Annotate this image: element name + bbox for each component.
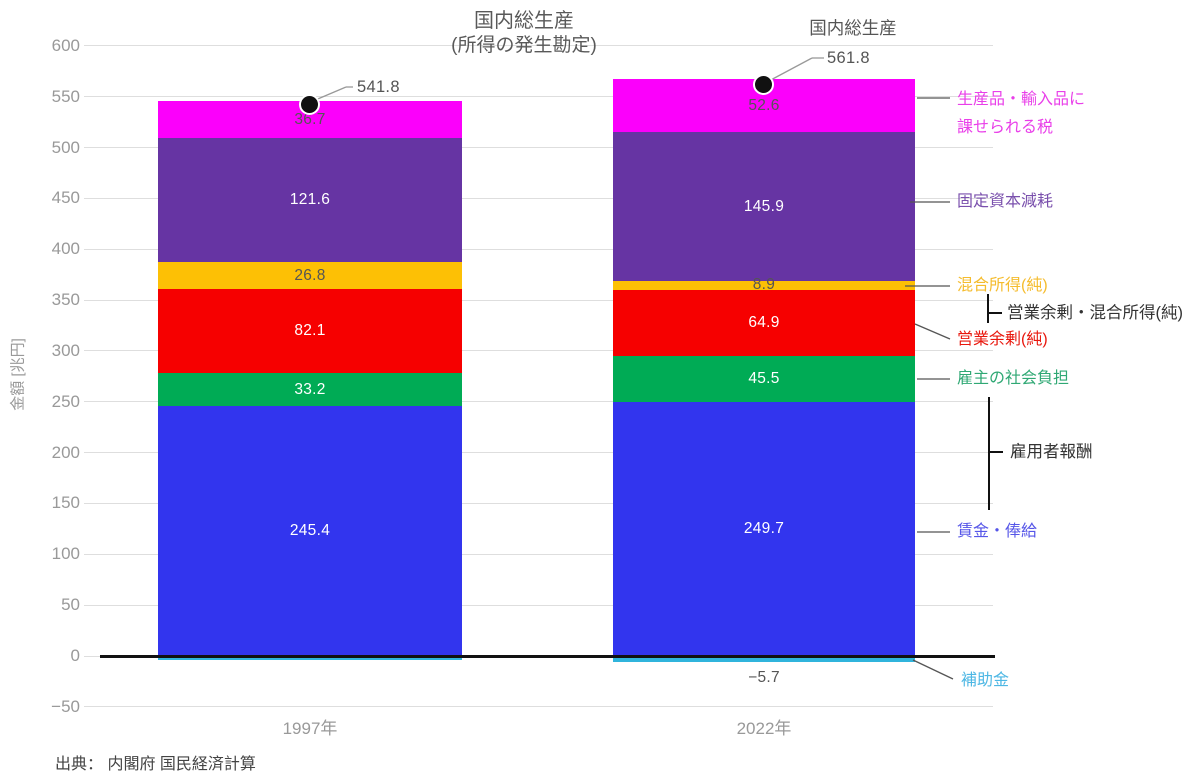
gridline bbox=[84, 299, 993, 301]
y-tick-label: 550 bbox=[51, 86, 80, 106]
gridline bbox=[84, 452, 993, 454]
segment-cfc-2022年 bbox=[613, 132, 915, 281]
value-label-subsidies-2022年: −5.7 bbox=[748, 668, 780, 686]
gridline bbox=[84, 248, 993, 250]
value-label-mixed-income-2022年: 8.9 bbox=[752, 276, 776, 294]
legend-label-cfc: 固定資本減耗 bbox=[957, 193, 1054, 210]
segment-operating-surplus-1997年 bbox=[158, 289, 462, 373]
legend-label-employer-social: 雇主の社会負担 bbox=[957, 370, 1070, 387]
segment-subsidies-2022年 bbox=[613, 656, 915, 662]
legend-label-mixed-income: 混合所得(純) bbox=[957, 277, 1048, 294]
segment-wages-2022年 bbox=[613, 402, 915, 656]
gridline bbox=[84, 553, 993, 555]
value-label-operating-surplus-2022年: 64.9 bbox=[748, 313, 780, 331]
y-tick-label: 150 bbox=[51, 493, 80, 513]
y-tick-label: 500 bbox=[51, 137, 80, 157]
value-label-taxes-on-products-2022年: 52.6 bbox=[748, 96, 780, 114]
legend-label-taxes-on-products: 課せられる税 bbox=[957, 119, 1054, 136]
gridline bbox=[84, 350, 993, 352]
gdp-marker-1997年 bbox=[299, 94, 320, 116]
value-label-mixed-income-1997年: 26.8 bbox=[294, 266, 326, 284]
gridline bbox=[84, 45, 993, 47]
y-tick-label: −50 bbox=[51, 696, 80, 716]
value-label-cfc-1997年: 121.6 bbox=[289, 191, 331, 209]
gridline bbox=[84, 197, 993, 199]
y-tick-label: 200 bbox=[51, 442, 80, 462]
legend-label-compensation-group: 雇用者報酬 bbox=[1010, 443, 1093, 461]
source-note: 出典： 内閣府 国民経済計算 bbox=[55, 756, 256, 773]
value-label-wages-1997年: 245.4 bbox=[289, 522, 331, 540]
segment-wages-1997年 bbox=[158, 406, 462, 656]
y-tick-label: 250 bbox=[51, 391, 80, 411]
y-axis-title: 金額 [兆円] bbox=[9, 338, 27, 411]
y-tick-label: 300 bbox=[51, 340, 80, 360]
value-label-cfc-2022年: 145.9 bbox=[743, 197, 785, 215]
y-tick-label: 100 bbox=[51, 544, 80, 564]
value-label-wages-2022年: 249.7 bbox=[743, 520, 785, 538]
value-label-employer-social-1997年: 33.2 bbox=[294, 380, 326, 398]
x-tick-label-1997年: 1997年 bbox=[282, 719, 338, 738]
gridline bbox=[84, 655, 100, 657]
value-label-operating-surplus-1997年: 82.1 bbox=[294, 321, 326, 339]
y-tick-label: 450 bbox=[51, 188, 80, 208]
segment-cfc-1997年 bbox=[158, 138, 462, 262]
segment-mixed-income-2022年 bbox=[613, 280, 915, 290]
segment-mixed-income-1997年 bbox=[158, 261, 462, 290]
legend-label-subsidies: 補助金 bbox=[961, 672, 1010, 689]
legend-label-os-mixed-group: 営業余剰・混合所得(純) bbox=[1007, 304, 1183, 322]
gridline bbox=[84, 706, 993, 708]
chart-title-block: 国内総生産 (所得の発生勘定) bbox=[124, 8, 924, 58]
gridline bbox=[84, 147, 993, 149]
x-tick-label-2022年: 2022年 bbox=[736, 719, 792, 738]
segment-subsidies-1997年 bbox=[158, 656, 462, 661]
segment-operating-surplus-2022年 bbox=[613, 289, 915, 356]
chart-title: 国内総生産 bbox=[474, 10, 574, 32]
y-tick-label: 400 bbox=[51, 239, 80, 259]
y-tick-label: 600 bbox=[51, 35, 80, 55]
legend-label-wages: 賃金・俸給 bbox=[957, 523, 1038, 540]
gdp-marker-2022年 bbox=[753, 73, 774, 95]
segment-employer-social-2022年 bbox=[613, 355, 915, 403]
legend-label-operating-surplus: 営業余剰(純) bbox=[957, 331, 1048, 348]
y-tick-label: 50 bbox=[61, 595, 80, 615]
gridline bbox=[84, 401, 993, 403]
chart-subtitle: (所得の発生勘定) bbox=[451, 35, 597, 56]
gridline bbox=[84, 502, 993, 504]
segment-employer-social-1997年 bbox=[158, 372, 462, 407]
y-tick-label: 350 bbox=[51, 290, 80, 310]
legend-connector-operating-surplus bbox=[914, 323, 951, 340]
value-label-employer-social-2022年: 45.5 bbox=[748, 369, 780, 387]
gridline bbox=[84, 604, 993, 606]
gdp-annotation-title-2022年: 国内総生産 bbox=[809, 18, 897, 38]
value-label-taxes-on-products-1997年: 36.7 bbox=[294, 110, 326, 128]
gdp-total-label-1997年: 541.8 bbox=[357, 78, 400, 96]
gridline bbox=[84, 96, 993, 98]
y-tick-label: 0 bbox=[70, 646, 80, 665]
legend-connector-subsidies bbox=[912, 659, 954, 680]
legend-label-taxes-on-products: 生産品・輸入品に bbox=[957, 91, 1086, 108]
zero-axis-line bbox=[100, 654, 995, 658]
gdp-total-label-2022年: 561.8 bbox=[827, 49, 870, 67]
